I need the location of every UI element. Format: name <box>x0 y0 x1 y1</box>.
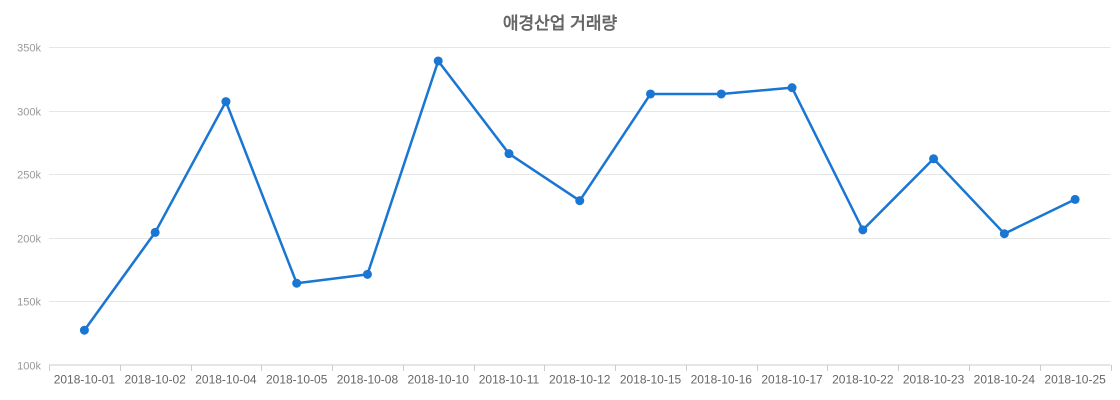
x-axis-tick-label: 2018-10-22 <box>832 373 894 387</box>
x-axis-tick-label: 2018-10-10 <box>408 373 470 387</box>
y-axis-tick-label: 250k <box>17 170 41 182</box>
x-axis-tick-label: 2018-10-23 <box>903 373 965 387</box>
data-point[interactable] <box>646 89 656 99</box>
x-axis-tick-label: 2018-10-08 <box>337 373 399 387</box>
data-point[interactable] <box>362 269 372 279</box>
x-axis-tick-label: 2018-10-02 <box>124 373 186 387</box>
data-point[interactable] <box>433 56 443 66</box>
data-point[interactable] <box>929 154 939 164</box>
x-axis-tick-label: 2018-10-16 <box>691 373 753 387</box>
x-axis-tick-label: 2018-10-01 <box>54 373 116 387</box>
data-point[interactable] <box>292 278 302 288</box>
data-point[interactable] <box>504 149 514 159</box>
data-point[interactable] <box>716 89 726 99</box>
x-axis-tick-label: 2018-10-24 <box>974 373 1036 387</box>
data-point[interactable] <box>787 83 797 93</box>
y-axis-tick-label: 100k <box>17 361 41 373</box>
x-axis-tick-label: 2018-10-05 <box>266 373 328 387</box>
x-axis-tick-label: 2018-10-17 <box>761 373 823 387</box>
y-axis-tick-label: 150k <box>17 297 41 309</box>
data-point[interactable] <box>150 227 160 237</box>
data-point[interactable] <box>999 229 1009 239</box>
data-point[interactable] <box>858 225 868 235</box>
line-series <box>83 59 1077 332</box>
x-axis-tick-label: 2018-10-25 <box>1044 373 1106 387</box>
data-point[interactable] <box>221 97 231 107</box>
y-axis-tick-label: 300k <box>17 107 41 119</box>
x-axis-tick-label: 2018-10-11 <box>479 373 540 387</box>
y-axis-tick-label: 350k <box>17 43 41 55</box>
x-axis-tick-label: 2018-10-12 <box>549 373 611 387</box>
chart-title: 애경산업 거래량 <box>502 14 618 33</box>
data-point[interactable] <box>575 196 585 206</box>
x-axis-tick-label: 2018-10-04 <box>195 373 257 387</box>
y-axis-tick-label: 200k <box>17 234 41 246</box>
x-axis-tick-label: 2018-10-15 <box>620 373 682 387</box>
data-point[interactable] <box>79 325 89 335</box>
data-point[interactable] <box>1070 194 1080 204</box>
